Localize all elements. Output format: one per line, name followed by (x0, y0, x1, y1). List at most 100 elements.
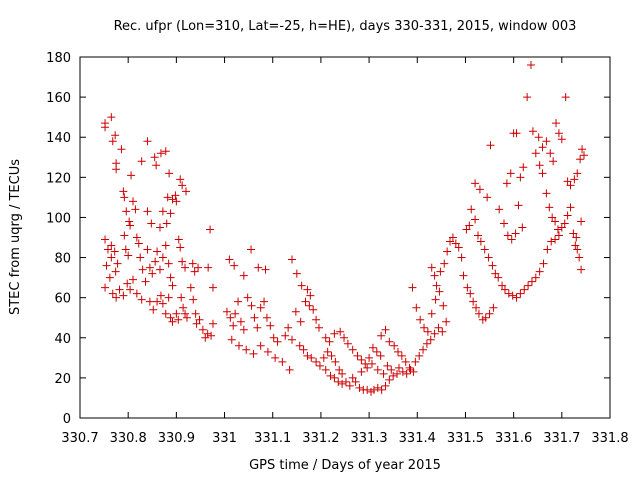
data-point-plus (181, 309, 190, 318)
data-point-plus (412, 303, 421, 312)
data-point-plus (385, 375, 394, 384)
data-point-plus (569, 229, 578, 238)
y-tick-label: 80 (54, 252, 71, 267)
data-point-plus (254, 263, 263, 272)
data-point-plus (419, 345, 428, 354)
data-point-plus (406, 365, 415, 374)
data-point-plus (459, 271, 468, 280)
data-point-plus (161, 241, 170, 250)
data-point-plus (538, 169, 547, 178)
data-point-plus (551, 235, 560, 244)
data-point-plus (341, 377, 350, 386)
data-point-plus (348, 373, 357, 382)
data-point-plus (373, 365, 382, 374)
data-point-plus (269, 333, 278, 342)
data-point-plus (549, 157, 558, 166)
data-point-plus (239, 325, 248, 334)
data-point-plus (152, 161, 161, 170)
data-point-plus (432, 281, 441, 290)
data-point-plus (436, 267, 445, 276)
data-point-plus (439, 301, 448, 310)
data-point-plus (430, 271, 439, 280)
data-point-plus (485, 309, 494, 318)
data-point-plus (469, 297, 478, 306)
x-axis-label: GPS time / Days of year 2015 (249, 458, 441, 473)
data-point-plus (323, 347, 332, 356)
data-point-plus (466, 289, 475, 298)
data-point-plus (552, 119, 561, 128)
data-point-plus (155, 265, 164, 274)
data-point-plus (138, 265, 147, 274)
data-point-plus (127, 171, 136, 180)
data-point-plus (158, 299, 167, 308)
data-point-plus (369, 385, 378, 394)
data-point-plus (394, 347, 402, 356)
data-point-plus (125, 217, 134, 226)
data-point-plus (528, 127, 537, 136)
data-point-plus (168, 317, 177, 326)
data-point-plus (381, 381, 390, 390)
data-point-plus (531, 149, 540, 158)
data-point-plus (431, 295, 440, 304)
data-point-plus (462, 225, 471, 234)
data-point-plus (524, 281, 533, 290)
data-point-plus (385, 337, 394, 346)
x-tick-label: 330.9 (158, 431, 195, 446)
data-point-plus (243, 293, 252, 302)
data-point-plus (426, 335, 435, 344)
data-point-plus (566, 181, 575, 190)
x-tick-label: 331.5 (447, 431, 484, 446)
data-point-plus (179, 303, 188, 312)
x-tick-label: 331.4 (399, 431, 436, 446)
data-point-plus (542, 137, 551, 146)
data-point-plus (575, 253, 584, 262)
data-point-plus (554, 231, 563, 240)
data-point-plus (516, 173, 525, 182)
y-tick-label: 180 (46, 51, 71, 66)
data-point-plus (227, 335, 236, 344)
data-point-plus (178, 181, 187, 190)
data-point-plus (463, 283, 472, 292)
data-point-plus (570, 175, 579, 184)
x-tick-label: 330.7 (61, 431, 98, 446)
data-point-plus (301, 297, 310, 306)
data-point-plus (319, 353, 328, 362)
data-point-plus (263, 347, 272, 356)
data-point-plus (195, 315, 204, 324)
data-point-plus (443, 247, 452, 256)
data-point-plus (500, 219, 508, 228)
data-point-plus (435, 287, 444, 296)
data-point-plus (206, 225, 215, 234)
data-point-plus (194, 263, 203, 272)
data-point-plus (117, 145, 126, 154)
chart-title: Rec. ufpr (Lon=310, Lat=-25, h=HE), days… (114, 19, 577, 34)
data-point-plus (415, 351, 424, 360)
data-point-plus (377, 385, 386, 394)
data-point-plus (306, 291, 315, 300)
data-point-plus (494, 273, 503, 282)
data-point-plus (465, 221, 474, 230)
data-point-plus (535, 161, 544, 170)
data-point-plus (158, 207, 167, 216)
data-point-plus (427, 309, 436, 318)
data-point-plus (101, 235, 110, 244)
data-point-plus (514, 201, 523, 210)
data-point-plus (253, 323, 262, 332)
data-point-plus (393, 369, 402, 378)
data-point-plus (305, 301, 314, 310)
data-point-plus (119, 291, 128, 300)
data-point-plus (518, 223, 527, 232)
data-point-plus (208, 319, 217, 328)
data-point-plus (182, 313, 191, 322)
data-point-plus (315, 361, 324, 370)
data-point-plus (389, 371, 398, 380)
data-point-plus (355, 383, 364, 392)
data-point-plus (340, 333, 349, 342)
data-point-plus (312, 357, 321, 366)
data-point-plus (174, 235, 183, 244)
data-point-plus (166, 273, 175, 282)
data-point-plus (471, 215, 480, 224)
data-point-plus (551, 217, 560, 226)
data-point-plus (334, 377, 343, 386)
